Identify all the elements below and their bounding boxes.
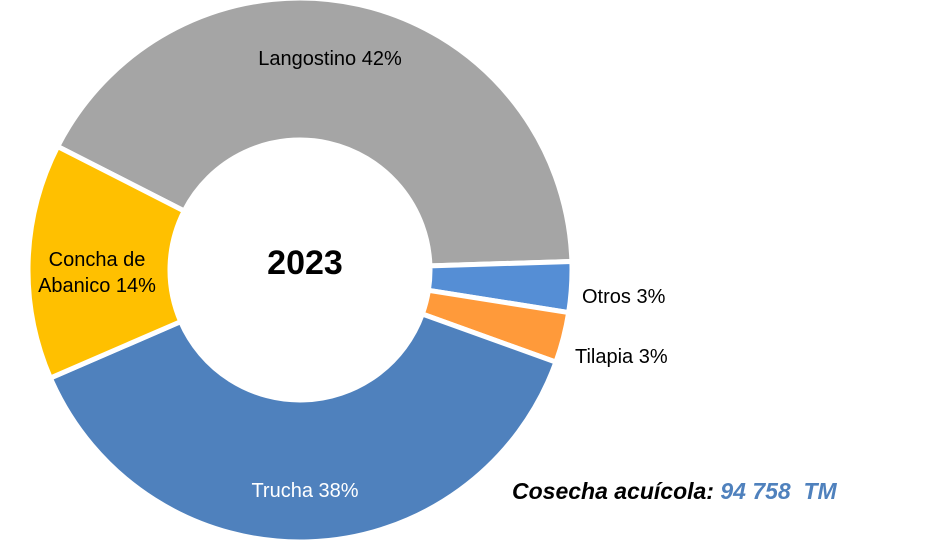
value-label: 3% bbox=[636, 286, 666, 308]
annotation-text: Cosecha acuícola: bbox=[512, 478, 714, 504]
slice-label: Trucha 38% bbox=[215, 478, 395, 504]
value-label: 14% bbox=[115, 275, 156, 297]
slice-label: Langostino 42% bbox=[250, 46, 410, 72]
value-label: 38% bbox=[318, 480, 359, 502]
category-name: Concha de Abanico bbox=[38, 249, 146, 297]
value-label: 3% bbox=[638, 346, 668, 368]
category-name: Trucha bbox=[251, 480, 313, 502]
value-label: 42% bbox=[361, 48, 402, 70]
donut-slice bbox=[47, 310, 560, 545]
annotation: Cosecha acuícola: 94 758 TM bbox=[512, 478, 837, 505]
donut-slice bbox=[54, 0, 575, 269]
slice-label: Otros 3% bbox=[582, 284, 722, 310]
annotation-value: 94 758 TM bbox=[720, 478, 837, 504]
center-label: 2023 bbox=[267, 244, 343, 282]
slice-label: Concha de Abanico 14% bbox=[22, 247, 172, 299]
category-name: Tilapia bbox=[575, 346, 634, 368]
category-name: Otros bbox=[582, 286, 631, 308]
slice-label: Tilapia 3% bbox=[575, 344, 715, 370]
category-name: Langostino bbox=[258, 48, 357, 70]
donut-slice bbox=[25, 143, 188, 382]
